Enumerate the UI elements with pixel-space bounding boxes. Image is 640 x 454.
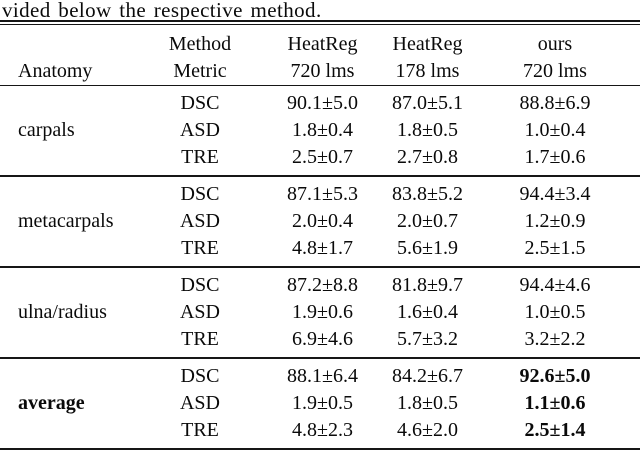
metric-label: DSC bbox=[180, 92, 220, 114]
value-cell: 1.0±0.4 bbox=[524, 119, 586, 141]
header-heatreg-178: HeatReg bbox=[392, 33, 463, 55]
header-anatomy: Anatomy bbox=[18, 60, 93, 82]
anatomy-label: carpals bbox=[18, 119, 75, 141]
metric-label: TRE bbox=[181, 146, 219, 168]
metric-label: TRE bbox=[181, 419, 219, 441]
value-cell: 1.9±0.5 bbox=[292, 392, 353, 414]
value-cell: 88.8±6.9 bbox=[519, 92, 591, 114]
value-cell: 5.6±1.9 bbox=[397, 237, 458, 259]
metric-label: DSC bbox=[180, 365, 220, 387]
anatomy-label: ulna/radius bbox=[18, 301, 107, 323]
value-cell-best: 92.6±5.0 bbox=[519, 365, 591, 387]
metric-label: DSC bbox=[180, 183, 220, 205]
value-cell: 88.1±6.4 bbox=[287, 365, 358, 387]
value-cell: 87.2±8.8 bbox=[287, 274, 358, 296]
value-cell: 4.8±2.3 bbox=[292, 419, 353, 441]
section-ulna-radius: ulna/radius DSC 87.2±8.8 81.8±9.7 94.4±4… bbox=[0, 268, 640, 359]
metric-label: TRE bbox=[181, 237, 219, 259]
header-heatreg-178-lms: 178 lms bbox=[395, 60, 460, 82]
value-cell: 2.5±0.7 bbox=[292, 146, 353, 168]
value-cell: 1.8±0.5 bbox=[397, 392, 458, 414]
header-heatreg-720-lms: 720 lms bbox=[290, 60, 355, 82]
value-cell: 6.9±4.6 bbox=[292, 328, 353, 350]
value-cell: 3.2±2.2 bbox=[524, 328, 586, 350]
metric-label: TRE bbox=[181, 328, 219, 350]
metric-label: DSC bbox=[180, 274, 220, 296]
value-cell: 90.1±5.0 bbox=[287, 92, 358, 114]
header-heatreg-720: HeatReg bbox=[287, 33, 358, 55]
value-cell-best: 1.1±0.6 bbox=[524, 392, 586, 414]
value-cell: 1.8±0.5 bbox=[397, 119, 458, 141]
anatomy-label: average bbox=[18, 392, 85, 414]
value-cell: 1.9±0.6 bbox=[292, 301, 353, 323]
value-cell: 1.8±0.4 bbox=[292, 119, 353, 141]
value-cell: 94.4±3.4 bbox=[519, 183, 591, 205]
section-metacarpals: metacarpals DSC 87.1±5.3 83.8±5.2 94.4±3… bbox=[0, 177, 640, 268]
metric-label: ASD bbox=[179, 119, 220, 141]
value-cell: 83.8±5.2 bbox=[392, 183, 463, 205]
anatomy-label: metacarpals bbox=[18, 210, 114, 232]
value-cell: 1.7±0.6 bbox=[524, 146, 586, 168]
value-cell: 87.1±5.3 bbox=[287, 183, 358, 205]
body-text-fragment: vided below the respective method. bbox=[2, 0, 322, 20]
value-cell: 1.2±0.9 bbox=[524, 210, 586, 232]
metric-label: ASD bbox=[179, 210, 220, 232]
value-cell: 1.6±0.4 bbox=[397, 301, 458, 323]
header-ours-lms: 720 lms bbox=[523, 60, 587, 82]
value-cell: 81.8±9.7 bbox=[392, 274, 463, 296]
header-metric: Metric bbox=[173, 60, 227, 82]
value-cell: 5.7±3.2 bbox=[397, 328, 458, 350]
value-cell: 87.0±5.1 bbox=[392, 92, 463, 114]
metric-label: ASD bbox=[179, 392, 220, 414]
value-cell: 2.5±1.5 bbox=[524, 237, 586, 259]
value-cell: 1.0±0.5 bbox=[524, 301, 586, 323]
value-cell: 94.4±4.6 bbox=[519, 274, 591, 296]
section-carpals: carpals DSC 90.1±5.0 87.0±5.1 88.8±6.9 A… bbox=[0, 86, 640, 177]
header-ours: ours bbox=[537, 33, 573, 55]
header-spacer bbox=[0, 31, 140, 58]
value-cell: 84.2±6.7 bbox=[392, 365, 463, 387]
value-cell-best: 2.5±1.4 bbox=[524, 419, 586, 441]
value-cell: 2.7±0.8 bbox=[397, 146, 458, 168]
value-cell: 2.0±0.4 bbox=[292, 210, 353, 232]
value-cell: 4.8±1.7 bbox=[292, 237, 353, 259]
table-header: Method HeatReg HeatReg ours Anatomy Metr… bbox=[0, 25, 640, 86]
header-method: Method bbox=[168, 33, 232, 55]
value-cell: 2.0±0.7 bbox=[397, 210, 458, 232]
metric-label: ASD bbox=[179, 301, 220, 323]
section-average: average DSC 88.1±6.4 84.2±6.7 92.6±5.0 A… bbox=[0, 359, 640, 450]
table-top-rule bbox=[0, 20, 640, 25]
value-cell: 4.6±2.0 bbox=[397, 419, 458, 441]
